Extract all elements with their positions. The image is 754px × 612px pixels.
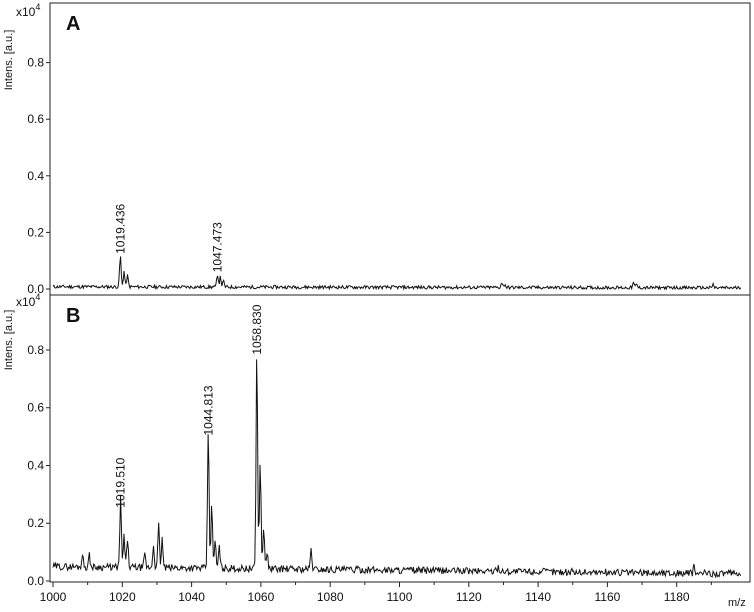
panel-b-frame xyxy=(49,294,751,583)
x-tick-label: 1180 xyxy=(664,590,690,604)
y-tick-label: 0.6 xyxy=(27,401,44,415)
x-tick-label: 1080 xyxy=(317,590,344,604)
x-tick-label: 1040 xyxy=(178,590,205,604)
panel-a-spectrum-line xyxy=(52,256,742,291)
x-axis: 1000 1020 1040 1060 1080 1100 1120 1140 1160 1180 xyxy=(40,582,712,604)
y-tick-label: 0.2 xyxy=(27,225,44,239)
y-tick-label: 0.6 xyxy=(27,112,44,126)
x-tick-label: 1160 xyxy=(594,590,620,604)
panel-b-y-axis: 0.0 0.2 0.4 0.6 0.8 xyxy=(27,343,50,588)
x-tick-label: 1020 xyxy=(109,590,136,604)
panel-a-label: A xyxy=(66,13,80,35)
panel-a-frame xyxy=(49,2,751,296)
panel-a-y-axis: 0.0 0.2 0.4 0.6 0.8 xyxy=(27,56,50,296)
y-tick-label: 0.8 xyxy=(27,56,44,70)
panel-a-ylabel: Intens. [a.u.] xyxy=(3,30,15,91)
y-tick-label: 0.0 xyxy=(27,574,44,588)
y-tick-label: 0.0 xyxy=(27,282,44,296)
x-tick-label: 1140 xyxy=(525,590,551,604)
y-tick-label: 0.4 xyxy=(27,458,44,472)
panel-b-peak-labels: 1019.510 1044.813 1058.830 xyxy=(114,304,264,507)
peak-label: 1019.436 xyxy=(113,203,127,253)
x-axis-label: m/z xyxy=(728,597,746,609)
panel-b-ylabel: Intens. [a.u.] xyxy=(3,310,15,371)
panel-b-label: B xyxy=(66,305,80,327)
x-tick-label: 1000 xyxy=(40,590,67,604)
y-tick-label: 0.8 xyxy=(27,343,44,357)
y-tick-label: 0.4 xyxy=(27,169,44,183)
panel-b-multiplier: x104 xyxy=(16,292,40,309)
peak-label: 1019.510 xyxy=(114,457,128,507)
peak-label: 1044.813 xyxy=(201,385,215,435)
x-tick-label: 1120 xyxy=(456,590,482,604)
peak-label: 1047.473 xyxy=(210,222,224,272)
panel-a-multiplier: x104 xyxy=(16,2,40,19)
panel-b: B Intens. [a.u.] x104 0.0 0.2 0.4 0.6 0.8 10… xyxy=(3,292,751,609)
panel-a: A Intens. [a.u.] x104 0.0 0.2 0.4 0.6 0.8 10… xyxy=(3,2,751,296)
panel-b-spectrum-line xyxy=(52,359,742,579)
x-tick-label: 1060 xyxy=(248,590,275,604)
x-tick-label: 1100 xyxy=(387,590,413,604)
y-tick-label: 0.2 xyxy=(27,516,44,530)
peak-label: 1058.830 xyxy=(250,304,264,354)
panel-a-peak-labels: 1019.436 1047.473 xyxy=(113,203,224,272)
